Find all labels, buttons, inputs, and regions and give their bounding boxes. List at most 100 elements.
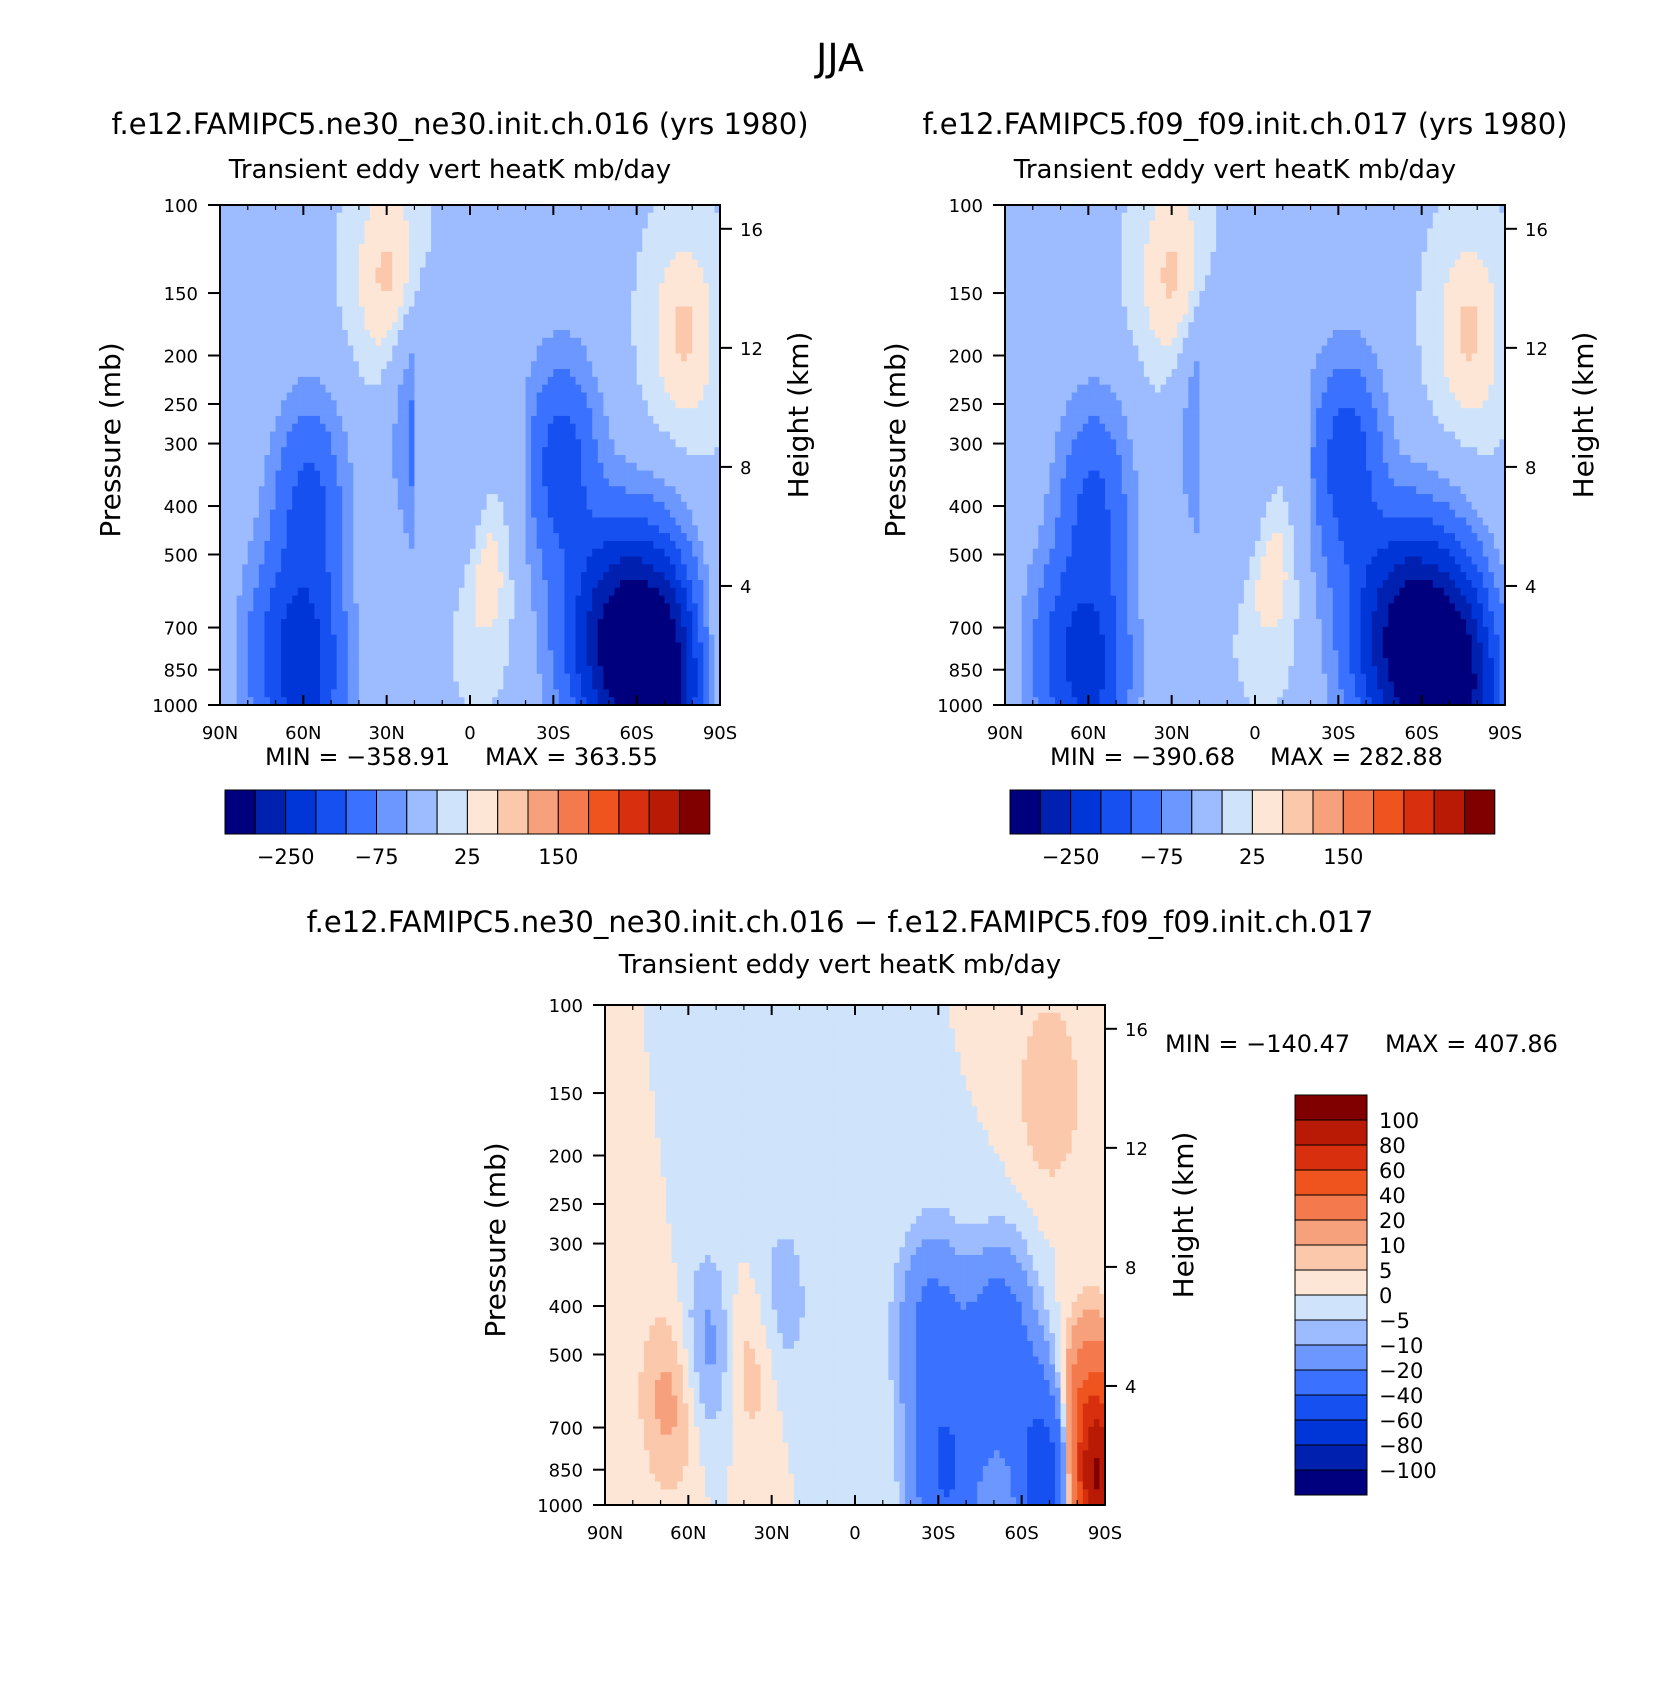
field-cell	[397, 267, 404, 276]
field-cell	[242, 455, 249, 464]
field-cell	[603, 431, 610, 440]
field-cell	[558, 220, 566, 230]
field-cell	[425, 462, 432, 472]
field-cell	[403, 572, 410, 581]
field-cell	[431, 251, 438, 261]
field-cell	[608, 251, 616, 261]
field-cell	[397, 236, 404, 245]
field-cell	[631, 369, 638, 378]
field-cell	[708, 509, 716, 519]
field-cell	[275, 548, 282, 558]
field-cell	[275, 283, 282, 292]
field-cell	[547, 369, 554, 378]
field-cell	[381, 283, 388, 292]
field-cell	[458, 353, 466, 362]
field-cell	[703, 392, 710, 401]
field-cell	[286, 236, 293, 245]
field-cell	[253, 212, 260, 222]
field-cell	[547, 228, 554, 237]
field-cell	[297, 306, 304, 315]
field-cell	[520, 275, 527, 284]
field-cell	[708, 369, 716, 378]
field-cell	[314, 228, 321, 237]
field-cell	[375, 244, 382, 253]
field-cell	[581, 501, 588, 511]
field-cell	[664, 205, 671, 214]
field-cell	[608, 267, 616, 276]
field-cell	[570, 228, 577, 237]
field-cell	[631, 462, 638, 472]
field-cell	[658, 283, 666, 292]
field-cell	[642, 478, 649, 487]
field-cell	[642, 548, 649, 558]
field-cell	[520, 501, 527, 511]
field-cell	[708, 205, 716, 214]
field-cell	[381, 556, 388, 565]
field-cell	[586, 408, 593, 417]
field-cell	[286, 439, 293, 448]
field-cell	[403, 540, 410, 550]
field-cell	[425, 486, 432, 495]
field-cell	[331, 517, 338, 526]
field-cell	[686, 533, 693, 542]
field-cell	[675, 259, 682, 269]
field-cell	[586, 548, 593, 558]
field-cell	[403, 290, 410, 300]
field-cell	[603, 306, 610, 315]
field-cell	[320, 540, 327, 550]
field-cell	[620, 322, 627, 331]
field-cell	[597, 517, 604, 526]
field-cell	[403, 306, 410, 315]
field-cell	[658, 509, 666, 519]
field-cell	[281, 415, 288, 425]
field-cell	[503, 220, 510, 230]
field-cell	[458, 587, 466, 597]
field-cell	[386, 228, 393, 237]
field-cell	[564, 431, 571, 440]
field-cell	[436, 322, 443, 331]
field-cell	[586, 298, 593, 308]
field-cell	[603, 494, 610, 503]
field-cell	[658, 572, 666, 581]
field-cell	[681, 228, 688, 237]
field-cell	[270, 306, 277, 315]
field-cell	[520, 580, 527, 589]
field-cell	[508, 384, 516, 394]
field-cell	[625, 267, 632, 276]
field-cell	[364, 205, 371, 214]
field-cell	[286, 470, 293, 480]
field-cell	[225, 486, 232, 495]
field-cell	[692, 423, 699, 433]
field-cell	[620, 314, 627, 323]
field-cell	[575, 384, 582, 394]
field-cell	[386, 439, 393, 448]
field-cell	[481, 220, 488, 230]
field-cell	[647, 517, 654, 526]
field-cell	[681, 275, 688, 284]
field-cell	[458, 267, 466, 276]
field-cell	[575, 400, 582, 409]
field-cell	[353, 353, 360, 362]
field-cell	[414, 626, 421, 636]
field-cell	[442, 509, 449, 519]
field-cell	[520, 353, 527, 362]
field-cell	[425, 634, 432, 644]
field-cell	[620, 369, 627, 378]
field-cell	[386, 283, 393, 292]
field-cell	[553, 423, 560, 433]
field-cell	[275, 298, 282, 308]
field-cell	[536, 564, 543, 573]
field-cell	[447, 439, 454, 448]
field-cell	[281, 345, 288, 355]
field-cell	[670, 611, 677, 620]
field-cell	[475, 205, 482, 214]
field-cell	[692, 525, 699, 534]
field-cell	[364, 212, 371, 222]
field-cell	[247, 431, 254, 440]
field-cell	[631, 220, 638, 230]
field-cell	[558, 244, 566, 253]
field-cell	[325, 572, 332, 581]
field-cell	[547, 548, 554, 558]
field-cell	[575, 244, 582, 253]
field-cell	[631, 384, 638, 394]
